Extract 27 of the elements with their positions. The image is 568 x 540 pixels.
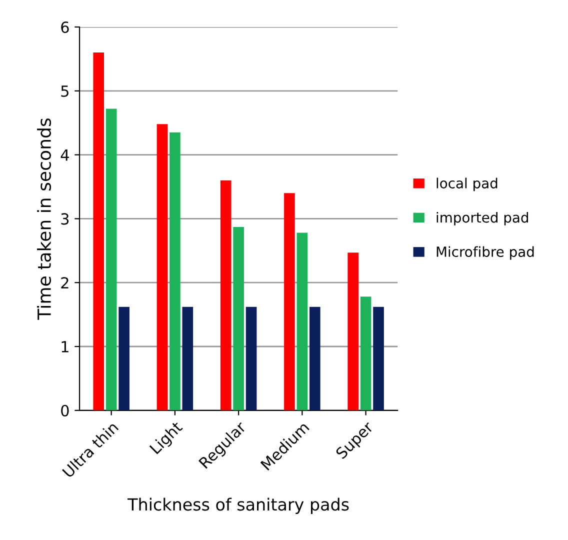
legend-label: Microfibre pad (436, 246, 534, 260)
bar (348, 252, 358, 410)
bar (296, 232, 308, 410)
y-tick-label: 1 (62, 341, 68, 352)
y-tick-label: 5 (61, 86, 68, 97)
legend-label: imported pad (436, 212, 528, 226)
bar (309, 306, 320, 410)
y-tick-label: 6 (61, 21, 69, 34)
bar (118, 306, 130, 410)
bar (246, 306, 257, 410)
bar (170, 132, 180, 410)
bar (373, 306, 384, 410)
y-tick-label: 2 (61, 277, 68, 288)
x-axis-title: Thickness of sanitary pads (128, 498, 349, 514)
bar (220, 180, 232, 410)
bar (93, 52, 104, 410)
bar (156, 124, 168, 410)
bar (233, 227, 244, 410)
y-axis-title: Time taken in seconds (37, 118, 52, 320)
bar (182, 306, 194, 410)
bar (284, 193, 295, 410)
bar (106, 108, 117, 410)
legend-label: local pad (436, 178, 498, 192)
y-tick-label: 3 (61, 213, 69, 225)
bar (360, 296, 372, 410)
y-tick-label: 0 (61, 404, 69, 416)
y-tick-label: 4 (60, 149, 69, 161)
